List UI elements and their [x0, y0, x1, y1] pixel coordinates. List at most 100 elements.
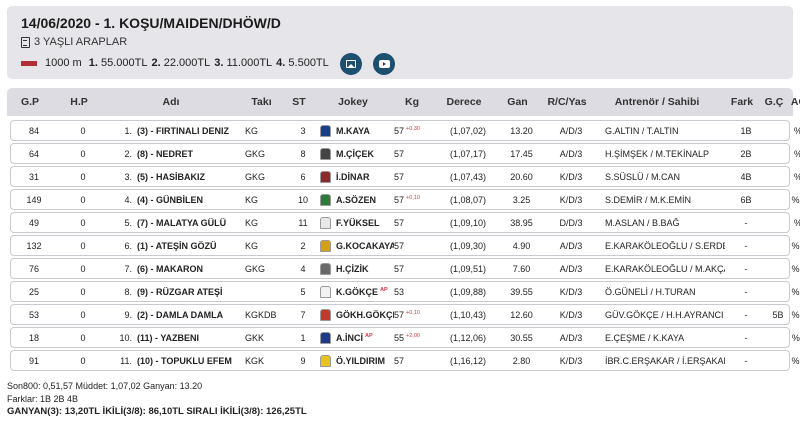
track-type-icon	[21, 60, 37, 66]
prize-3: 3. 11.000TL	[214, 57, 273, 69]
image-icon	[346, 60, 356, 68]
cell-agf: %15(3)	[791, 240, 800, 251]
horse-name-link[interactable]: (3) - FIRTINALI DENIZ	[137, 125, 229, 136]
cell-hp: 0	[80, 286, 86, 297]
jockey-silk-icon	[320, 239, 336, 253]
trainer-owner-link[interactable]: S.SÜSLÜ / M.CAN	[605, 171, 681, 182]
trainer-owner-link[interactable]: G.ALTIN / T.ALTIN	[605, 125, 679, 136]
horse-name-link[interactable]: (2) - DAMLA DAMLA	[137, 309, 224, 320]
horse-name-link[interactable]: (6) - MAKARON	[137, 263, 203, 274]
table-row[interactable]: 84 0 1. (3) - FIRTINALI DENIZ KG 3 M.KAYA 57 +0,…	[10, 120, 800, 141]
table-row[interactable]: 76 0 7. (6) - MAKARON GKG 4 H.ÇİZİK 57 (1,09,51)…	[10, 258, 800, 279]
table-row[interactable]: 64 0 2. (8) - NEDRET GKG 8 M.ÇİÇEK 57 (1,07,17) 1…	[10, 143, 800, 164]
jockey-name-link[interactable]: A.İNCİ AP	[336, 332, 373, 343]
cell-agf: %20(2)	[791, 194, 800, 205]
cell-kg: 57 +0,10	[394, 309, 420, 320]
trainer-owner-link[interactable]: GÜV.GÖKÇE / H.H.AYRANCI	[605, 309, 724, 320]
horse-name-link[interactable]: (8) - NEDRET	[137, 148, 193, 159]
cell-kg: 57	[394, 148, 405, 159]
cell-position: 3.	[124, 171, 132, 182]
cell-taki: KGK	[245, 355, 265, 366]
trainer-owner-link[interactable]: S.DEMİR / M.K.EMİN	[605, 194, 692, 205]
photo-finish-button[interactable]	[340, 53, 362, 75]
document-icon	[21, 36, 30, 48]
header-agf[interactable]: AGF	[790, 96, 800, 108]
table-row[interactable]: 53 0 9. (2) - DAMLA DAMLA KGKDB 7 GÖKH.GÖKÇE 57…	[10, 304, 800, 325]
trainer-owner-link[interactable]: İBR.C.ERŞAKAR / İ.ERŞAKAR	[605, 355, 725, 366]
header-hp[interactable]: H.P	[70, 96, 88, 108]
cell-gp: 132	[26, 240, 42, 251]
header-name[interactable]: Adı	[162, 96, 180, 108]
horse-name-link[interactable]: (10) - TOPUKLU EFEM	[137, 355, 232, 366]
table-row[interactable]: 49 0 5. (7) - MALATYA GÜLÜ KG 11 F.YÜKSEL 57 (1,…	[10, 212, 800, 233]
trainer-owner-link[interactable]: Ö.GÜNELİ / H.TURAN	[605, 286, 696, 297]
cell-odds: 20.60	[510, 171, 533, 182]
cell-position: 7.	[124, 263, 132, 274]
table-row[interactable]: 18 0 10. (11) - YAZBENI GKK 1 A.İNCİ AP 55 +2,00 (…	[10, 327, 800, 348]
header-taki[interactable]: Takı	[251, 96, 272, 108]
cell-agf: %1(11)	[791, 332, 800, 343]
cell-rcy: D/D/3	[559, 217, 583, 228]
jockey-name-link[interactable]: F.YÜKSEL	[336, 217, 380, 228]
race-header: 14/06/2020 - 1. KOŞU/MAIDEN/DHÖW/D 3 YAŞ…	[7, 6, 793, 79]
header-trainer[interactable]: Antrenör / Sahibi	[614, 96, 700, 108]
prize-2: 2. 22.000TL	[151, 57, 211, 69]
cell-hp: 0	[80, 332, 86, 343]
race-video-button[interactable]	[373, 53, 395, 75]
header-st[interactable]: ST	[292, 96, 306, 108]
cell-start: 3	[300, 125, 306, 136]
jockey-name-link[interactable]: M.KAYA	[336, 125, 370, 136]
cell-position: 4.	[124, 194, 132, 205]
header-fark[interactable]: Fark	[730, 96, 754, 108]
cell-rcy: A/D/3	[559, 332, 583, 343]
cell-rcy: K/D/3	[559, 286, 583, 297]
cell-margin: -	[744, 309, 748, 320]
cell-gp: 18	[28, 332, 39, 343]
cell-hp: 0	[80, 309, 86, 320]
header-gan[interactable]: Gan	[507, 96, 528, 108]
header-kg[interactable]: Kg	[405, 96, 419, 108]
horse-name-link[interactable]: (5) - HASİBAKIZ	[137, 171, 205, 182]
jockey-name-link[interactable]: İ.DİNAR	[336, 171, 370, 182]
cell-rcy: K/D/3	[559, 171, 583, 182]
header-derece[interactable]: Derece	[446, 96, 482, 108]
table-row[interactable]: 132 0 6. (1) - ATEŞİN GÖZÜ KG 2 G.KOCAKAYA 57 (1…	[10, 235, 800, 256]
trainer-owner-link[interactable]: E.ÇEŞME / K.KAYA	[605, 332, 685, 343]
prize-1: 1. 55.000TL	[88, 57, 148, 69]
jockey-name-link[interactable]: Ö.YILDIRIM	[336, 355, 385, 366]
header-gc[interactable]: G.Ç	[764, 96, 784, 108]
header-jockey[interactable]: Jokey	[338, 96, 368, 108]
horse-name-link[interactable]: (1) - ATEŞİN GÖZÜ	[137, 240, 217, 251]
cell-margin: 4B	[740, 171, 752, 182]
race-timing: Son800: 0,51,57 Müddet: 1,07,02 Ganyan: …	[7, 381, 203, 391]
jockey-name-link[interactable]: H.ÇİZİK	[336, 263, 369, 274]
jockey-silk-icon	[320, 262, 336, 276]
cell-start: 11	[298, 217, 308, 228]
trainer-owner-link[interactable]: E.KARAKÖLEOĞLU / S.ERDEMİRCİ	[605, 240, 725, 251]
cell-taki: KGKDB	[245, 309, 277, 320]
table-row[interactable]: 149 0 4. (4) - GÜNBİLEN KG 10 A.SÖZEN 57 +0,10 (1…	[10, 189, 800, 210]
apprentice-badge: AP	[365, 332, 373, 339]
trainer-owner-link[interactable]: M.ASLAN / B.BAĞ	[605, 217, 680, 228]
trainer-owner-link[interactable]: E.KARAKÖLEOĞLU / M.AKÇA	[605, 263, 725, 274]
horse-name-link[interactable]: (7) - MALATYA GÜLÜ	[137, 217, 227, 228]
jockey-silk-icon	[320, 354, 336, 368]
race-title: 14/06/2020 - 1. KOŞU/MAIDEN/DHÖW/D	[21, 15, 281, 31]
cell-odds: 2.80	[512, 355, 531, 366]
cell-time: (1,07,17)	[449, 148, 487, 159]
header-rcy[interactable]: R/C/Yas	[547, 96, 587, 108]
header-gp[interactable]: G.P	[20, 96, 40, 108]
horse-name-link[interactable]: (11) - YAZBENI	[137, 332, 200, 343]
table-row[interactable]: 25 0 8. (9) - RÜZGAR ATEŞİ 5 K.GÖKÇE AP 53 (1,09…	[10, 281, 800, 302]
table-row[interactable]: 91 0 11. (10) - TOPUKLU EFEM KGK 9 Ö.YILDIRIM 5…	[10, 350, 800, 371]
jockey-name-link[interactable]: M.ÇİÇEK	[336, 148, 374, 159]
cell-taki: GKG	[245, 263, 266, 274]
trainer-owner-link[interactable]: H.ŞİMŞEK / M.TEKİNALP	[605, 148, 710, 159]
table-row[interactable]: 31 0 3. (5) - HASİBAKIZ GKG 6 İ.DİNAR 57 (1,07,4…	[10, 166, 800, 187]
jockey-name-link[interactable]: G.KOCAKAYA	[336, 240, 394, 251]
jockey-name-link[interactable]: GÖKH.GÖKÇE	[336, 309, 394, 320]
jockey-name-link[interactable]: A.SÖZEN	[336, 194, 377, 205]
jockey-name-link[interactable]: K.GÖKÇE AP	[336, 286, 388, 297]
horse-name-link[interactable]: (4) - GÜNBİLEN	[137, 194, 203, 205]
horse-name-link[interactable]: (9) - RÜZGAR ATEŞİ	[137, 286, 223, 297]
